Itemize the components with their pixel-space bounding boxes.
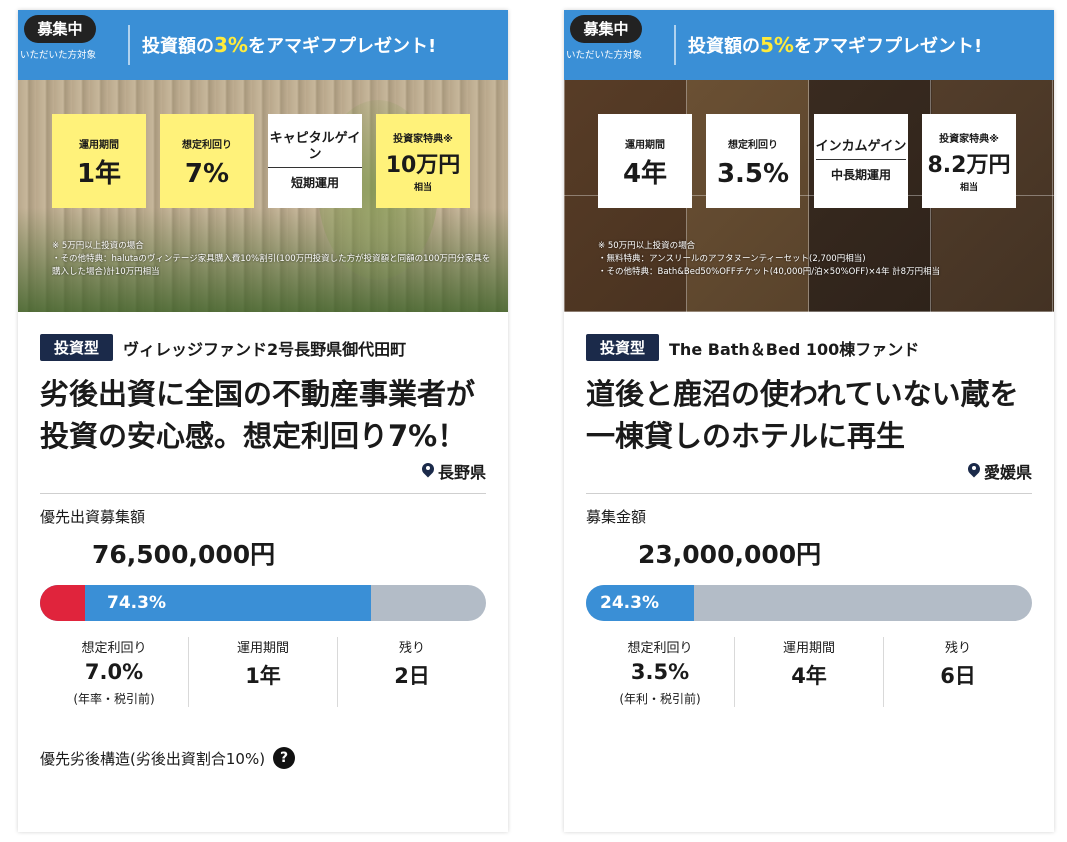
progress-percent: 24.3% bbox=[600, 593, 659, 614]
campaign-text: 投資額の3%をアマギフプレゼント! bbox=[142, 33, 437, 57]
help-icon[interactable]: ? bbox=[273, 747, 296, 770]
amount-value: 23,000,000円 bbox=[638, 540, 822, 570]
fund-card-village[interactable]: 募集中 いただいた方対象 投資額の3%をアマギフプレゼント! 運用期間 1年 想… bbox=[18, 10, 508, 832]
amount-label: 募集金額 bbox=[586, 508, 647, 527]
perk-footnote: ※ 5万円以上投資の場合 ・その他特典：halutaのヴィンテージ家具購入費10… bbox=[52, 241, 491, 278]
fund-name[interactable]: The Bath＆Bed 100棟ファンド bbox=[669, 339, 920, 359]
campaign-rate: 3% bbox=[214, 33, 248, 57]
hero-image[interactable]: 募集中 いただいた方対象 投資額の3%をアマギフプレゼント! 運用期間 1年 想… bbox=[18, 10, 508, 312]
stat-period: 運用期間 1年 bbox=[52, 114, 146, 208]
progress-percent: 74.3% bbox=[107, 593, 166, 614]
fund-headline[interactable]: 道後と鹿沼の使われていない蔵を一棟貸しのホテルに再生 bbox=[586, 377, 1019, 454]
metric-yield: 想定利回り 7.0% (年率・税引前) bbox=[73, 641, 155, 707]
location-pin-icon bbox=[968, 463, 980, 479]
location: 愛媛県 bbox=[586, 459, 1032, 483]
recruiting-badge: 募集中 bbox=[570, 15, 642, 43]
stat-boxes: 運用期間 1年 想定利回り 7% キャピタルゲイン 短期運用 投資家特典※ 10… bbox=[52, 114, 470, 208]
campaign-text: 投資額の5%をアマギフプレゼント! bbox=[688, 33, 983, 57]
campaign-rate: 5% bbox=[760, 33, 794, 57]
banner-divider bbox=[674, 25, 676, 65]
hero-image[interactable]: 募集中 いただいた方対象 投資額の5%をアマギフプレゼント! 運用期間 4年 想… bbox=[564, 10, 1054, 312]
stat-perk: 投資家特典※ 10万円 相当 bbox=[376, 114, 470, 208]
metrics: 想定利回り 7.0% (年率・税引前) 運用期間 1年 残り 2日 bbox=[40, 637, 486, 708]
stat-yield: 想定利回り 7% bbox=[160, 114, 254, 208]
metric-period: 運用期間 4年 bbox=[734, 637, 883, 708]
recruiting-badge: 募集中 bbox=[24, 15, 96, 43]
structure-text: 優先劣後構造(劣後出資割合10%) bbox=[40, 749, 266, 768]
divider bbox=[586, 493, 1032, 495]
stat-gain-type: キャピタルゲイン 短期運用 bbox=[268, 114, 362, 208]
stat-boxes: 運用期間 4年 想定利回り 3.5% インカムゲイン 中長期運用 投資家特典※ … bbox=[598, 114, 1016, 208]
banner-divider bbox=[128, 25, 130, 65]
amount-label: 優先出資募集額 bbox=[40, 508, 146, 527]
progress-fill bbox=[40, 585, 371, 622]
fund-name[interactable]: ヴィレッジファンド2号長野県御代田町 bbox=[123, 339, 407, 359]
campaign-banner: 募集中 いただいた方対象 投資額の5%をアマギフプレゼント! bbox=[564, 10, 1054, 80]
metric-period: 運用期間 1年 bbox=[188, 637, 337, 708]
investment-type-badge: 投資型 bbox=[586, 334, 660, 361]
campaign-banner: 募集中 いただいた方対象 投資額の3%をアマギフプレゼント! bbox=[18, 10, 508, 80]
perk-footnote: ※ 50万円以上投資の場合 ・無料特典：アンスリールのアフタヌーンティーセット(… bbox=[598, 241, 941, 278]
funding-progress-bar: 24.3% bbox=[586, 585, 1032, 622]
stat-perk: 投資家特典※ 8.2万円 相当 bbox=[922, 114, 1016, 208]
investment-type-badge: 投資型 bbox=[40, 334, 114, 361]
badge-subtext: いただいた方対象 bbox=[566, 50, 643, 61]
stat-period: 運用期間 4年 bbox=[598, 114, 692, 208]
metric-remaining: 残り 2日 bbox=[337, 637, 486, 708]
location: 長野県 bbox=[40, 459, 486, 483]
stat-gain-type: インカムゲイン 中長期運用 bbox=[814, 114, 908, 208]
metric-remaining: 残り 6日 bbox=[883, 637, 1032, 708]
amount-value: 76,500,000円 bbox=[92, 540, 276, 570]
location-pin-icon bbox=[422, 463, 434, 479]
subordinate-fill bbox=[40, 585, 85, 622]
funding-progress-bar: 74.3% bbox=[40, 585, 486, 622]
stat-yield: 想定利回り 3.5% bbox=[706, 114, 800, 208]
fund-card-bath-bed[interactable]: 募集中 いただいた方対象 投資額の5%をアマギフプレゼント! 運用期間 4年 想… bbox=[564, 10, 1054, 832]
badge-subtext: いただいた方対象 bbox=[20, 50, 97, 61]
structure-info: 優先劣後構造(劣後出資割合10%) ? bbox=[40, 747, 486, 770]
divider bbox=[40, 493, 486, 495]
metric-yield: 想定利回り 3.5% (年利・税引前) bbox=[619, 641, 701, 707]
progress-fill bbox=[586, 585, 694, 622]
fund-headline[interactable]: 劣後出資に全国の不動産事業者が投資の安心感。想定利回り7%！ bbox=[40, 377, 476, 454]
metrics: 想定利回り 3.5% (年利・税引前) 運用期間 4年 残り 6日 bbox=[586, 637, 1032, 708]
